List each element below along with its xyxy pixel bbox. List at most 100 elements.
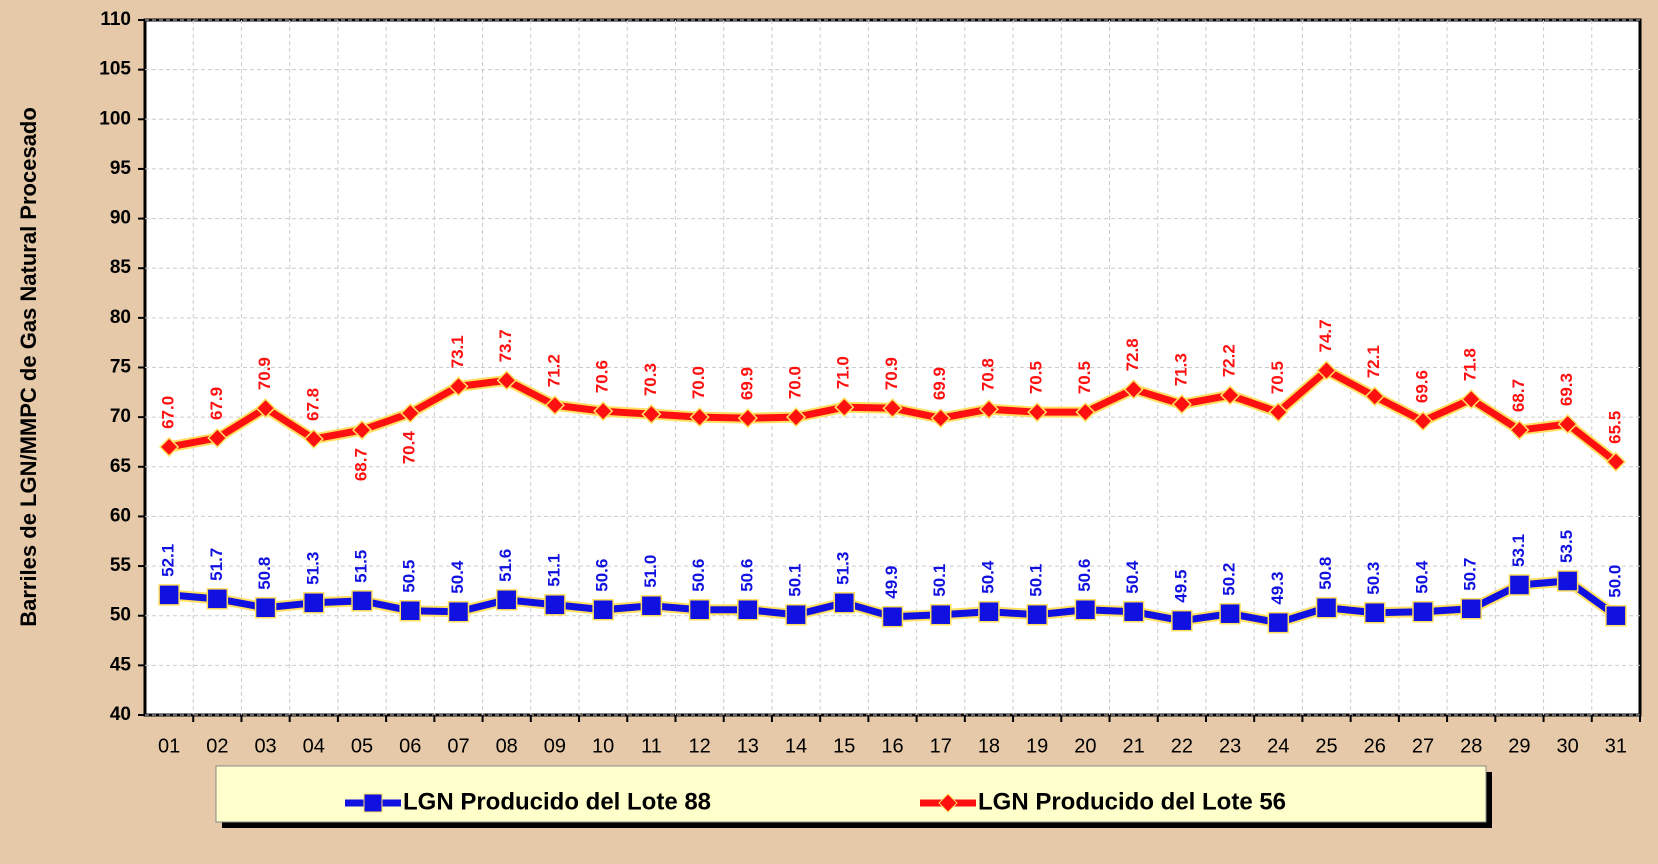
x-tick-label: 23 <box>1219 735 1241 757</box>
x-tick-label: 11 <box>641 735 662 757</box>
value-label: 69.9 <box>930 367 949 400</box>
x-tick-label: 14 <box>785 735 807 757</box>
value-label: 51.6 <box>496 549 515 582</box>
value-label: 68.7 <box>352 448 371 481</box>
marker <box>1027 402 1048 423</box>
value-label: 53.5 <box>1557 530 1576 563</box>
value-label: 50.1 <box>786 564 805 597</box>
marker <box>689 407 710 428</box>
y-tick-label: 45 <box>110 654 132 675</box>
value-label: 74.7 <box>1316 319 1335 352</box>
value-label: 71.3 <box>1171 353 1190 386</box>
value-label: 70.0 <box>689 366 708 399</box>
marker <box>495 589 518 611</box>
value-label: 67.0 <box>159 396 178 429</box>
y-axis-label: Barriles de LGN/MMPC de Gas Natural Proc… <box>16 107 41 627</box>
marker <box>448 376 469 397</box>
marker <box>544 395 565 416</box>
x-tick-label: 03 <box>254 735 276 757</box>
x-tick-label: 09 <box>544 735 566 757</box>
value-label: 49.3 <box>1268 572 1287 605</box>
value-label: 73.7 <box>496 329 515 362</box>
marker <box>1364 386 1385 407</box>
x-tick-label: 13 <box>737 735 759 757</box>
marker <box>206 588 229 610</box>
value-label: 50.6 <box>593 559 612 592</box>
marker <box>1074 599 1097 621</box>
marker <box>399 600 421 622</box>
value-label: 70.9 <box>882 357 901 390</box>
marker <box>834 397 855 418</box>
marker <box>1412 411 1434 432</box>
value-label: 50.1 <box>930 564 949 597</box>
marker <box>351 419 373 441</box>
value-label: 67.8 <box>303 388 322 421</box>
marker <box>303 428 324 450</box>
legend-marker <box>363 793 383 813</box>
marker <box>544 594 566 616</box>
marker <box>930 408 951 429</box>
marker <box>1508 574 1531 596</box>
value-label: 50.5 <box>400 560 419 593</box>
x-tick-label: 15 <box>833 735 855 757</box>
x-tick-label: 01 <box>158 735 180 757</box>
y-tick-label: 90 <box>110 208 131 229</box>
marker <box>785 603 807 626</box>
marker <box>1605 604 1627 627</box>
marker <box>1219 602 1241 625</box>
value-label: 69.9 <box>737 367 756 400</box>
marker <box>1315 597 1338 619</box>
marker <box>351 590 373 612</box>
x-tick-label: 08 <box>496 735 518 757</box>
marker <box>1075 402 1096 423</box>
marker <box>496 370 517 391</box>
value-label: 70.5 <box>1075 361 1094 394</box>
y-tick-label: 95 <box>110 158 132 179</box>
x-tick-label: 19 <box>1026 735 1048 757</box>
marker <box>593 401 614 422</box>
x-tick-label: 05 <box>351 735 373 757</box>
plot-area <box>143 18 1642 717</box>
x-tick-label: 22 <box>1171 735 1193 757</box>
y-tick-label: 85 <box>110 257 132 278</box>
value-label: 71.8 <box>1461 348 1480 381</box>
marker <box>1171 394 1192 415</box>
value-label: 70.4 <box>400 431 419 465</box>
value-label: 68.7 <box>1509 379 1528 412</box>
marker <box>447 600 470 623</box>
x-tick-label: 25 <box>1315 735 1337 757</box>
x-tick-label: 06 <box>399 735 421 757</box>
marker <box>158 584 180 606</box>
value-label: 71.2 <box>544 354 563 387</box>
value-label: 70.8 <box>978 358 997 391</box>
marker <box>833 592 856 614</box>
y-tick-label: 80 <box>110 307 131 328</box>
x-tick-label: 27 <box>1412 735 1434 757</box>
value-label: 53.1 <box>1509 534 1528 567</box>
value-label: 71.0 <box>834 356 853 389</box>
x-tick-label: 31 <box>1605 735 1627 757</box>
x-tick-label: 21 <box>1123 735 1145 757</box>
marker <box>1460 598 1482 620</box>
y-tick-label: 60 <box>110 505 131 526</box>
marker <box>1316 360 1337 381</box>
marker <box>929 603 952 626</box>
value-label: 50.6 <box>737 559 756 592</box>
marker <box>592 599 614 621</box>
value-label: 70.6 <box>593 360 612 393</box>
value-label: 70.5 <box>1268 361 1287 394</box>
value-label: 70.5 <box>1027 361 1046 394</box>
value-label: 65.5 <box>1605 411 1624 444</box>
value-label: 67.9 <box>207 387 226 420</box>
marker <box>737 408 758 429</box>
marker <box>640 595 663 617</box>
x-tick-label: 24 <box>1267 735 1289 757</box>
legend <box>215 765 1487 823</box>
value-label: 50.0 <box>1605 565 1624 598</box>
marker <box>882 398 903 419</box>
value-label: 51.7 <box>207 548 226 581</box>
value-label: 49.5 <box>1171 570 1190 603</box>
marker <box>159 436 180 457</box>
value-label: 70.0 <box>786 366 805 399</box>
